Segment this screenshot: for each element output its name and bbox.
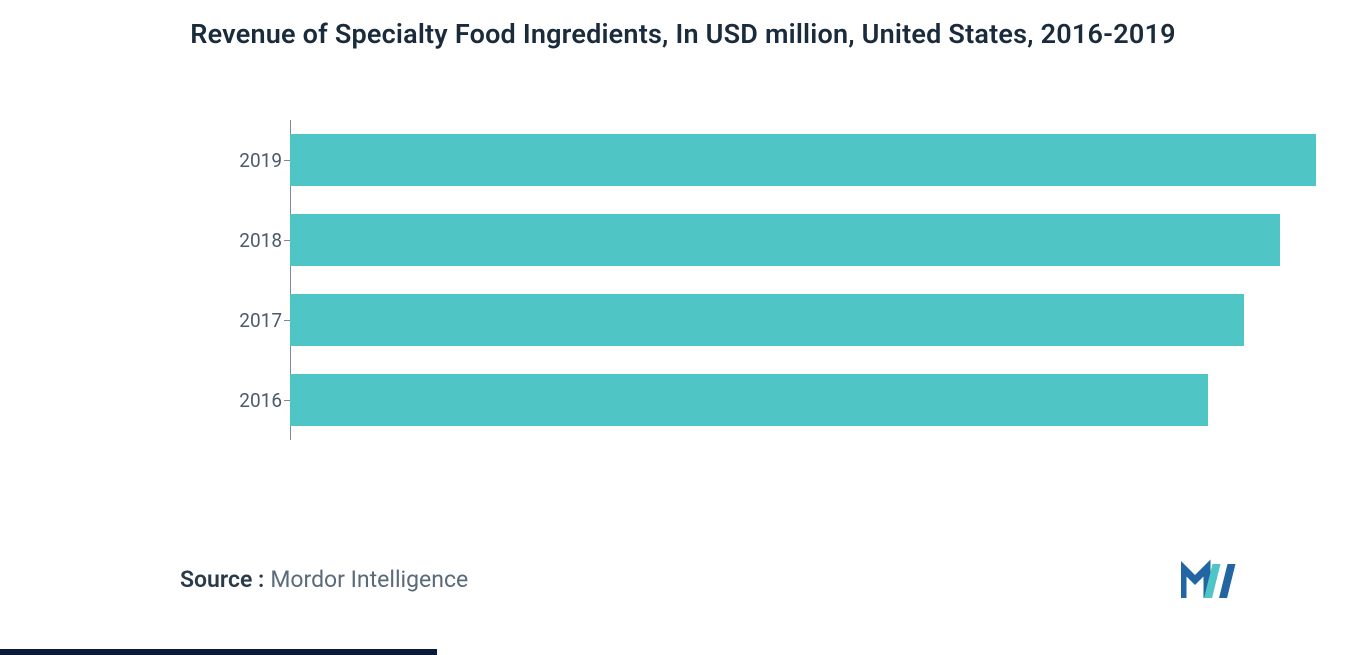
bar-fill: [290, 294, 1244, 346]
bar-row: 2017: [220, 280, 1316, 360]
progress-indicator: [0, 649, 437, 655]
bar-category-label: 2017: [220, 309, 290, 332]
bar-fill: [290, 214, 1280, 266]
bar-row: 2016: [220, 360, 1316, 440]
brand-logo-icon: [1181, 558, 1251, 600]
bar-track: [290, 294, 1316, 346]
bar-category-label: 2016: [220, 389, 290, 412]
bar-category-label: 2018: [220, 229, 290, 252]
footer: Source : Mordor Intelligence: [180, 558, 1251, 600]
bar-category-label: 2019: [220, 149, 290, 172]
bar-track: [290, 374, 1316, 426]
bar-track: [290, 214, 1316, 266]
chart-container: Revenue of Specialty Food Ingredients, I…: [0, 0, 1366, 655]
source-label: Source :: [180, 566, 264, 593]
bar-row: 2018: [220, 200, 1316, 280]
chart-title: Revenue of Specialty Food Ingredients, I…: [0, 0, 1366, 50]
bar-row: 2019: [220, 120, 1316, 200]
source-text: Mordor Intelligence: [270, 566, 468, 593]
bar-fill: [290, 134, 1316, 186]
source-attribution: Source : Mordor Intelligence: [180, 566, 468, 593]
bar-fill: [290, 374, 1208, 426]
bar-track: [290, 134, 1316, 186]
chart-plot-area: 2019 2018 2017 2016: [220, 120, 1316, 440]
